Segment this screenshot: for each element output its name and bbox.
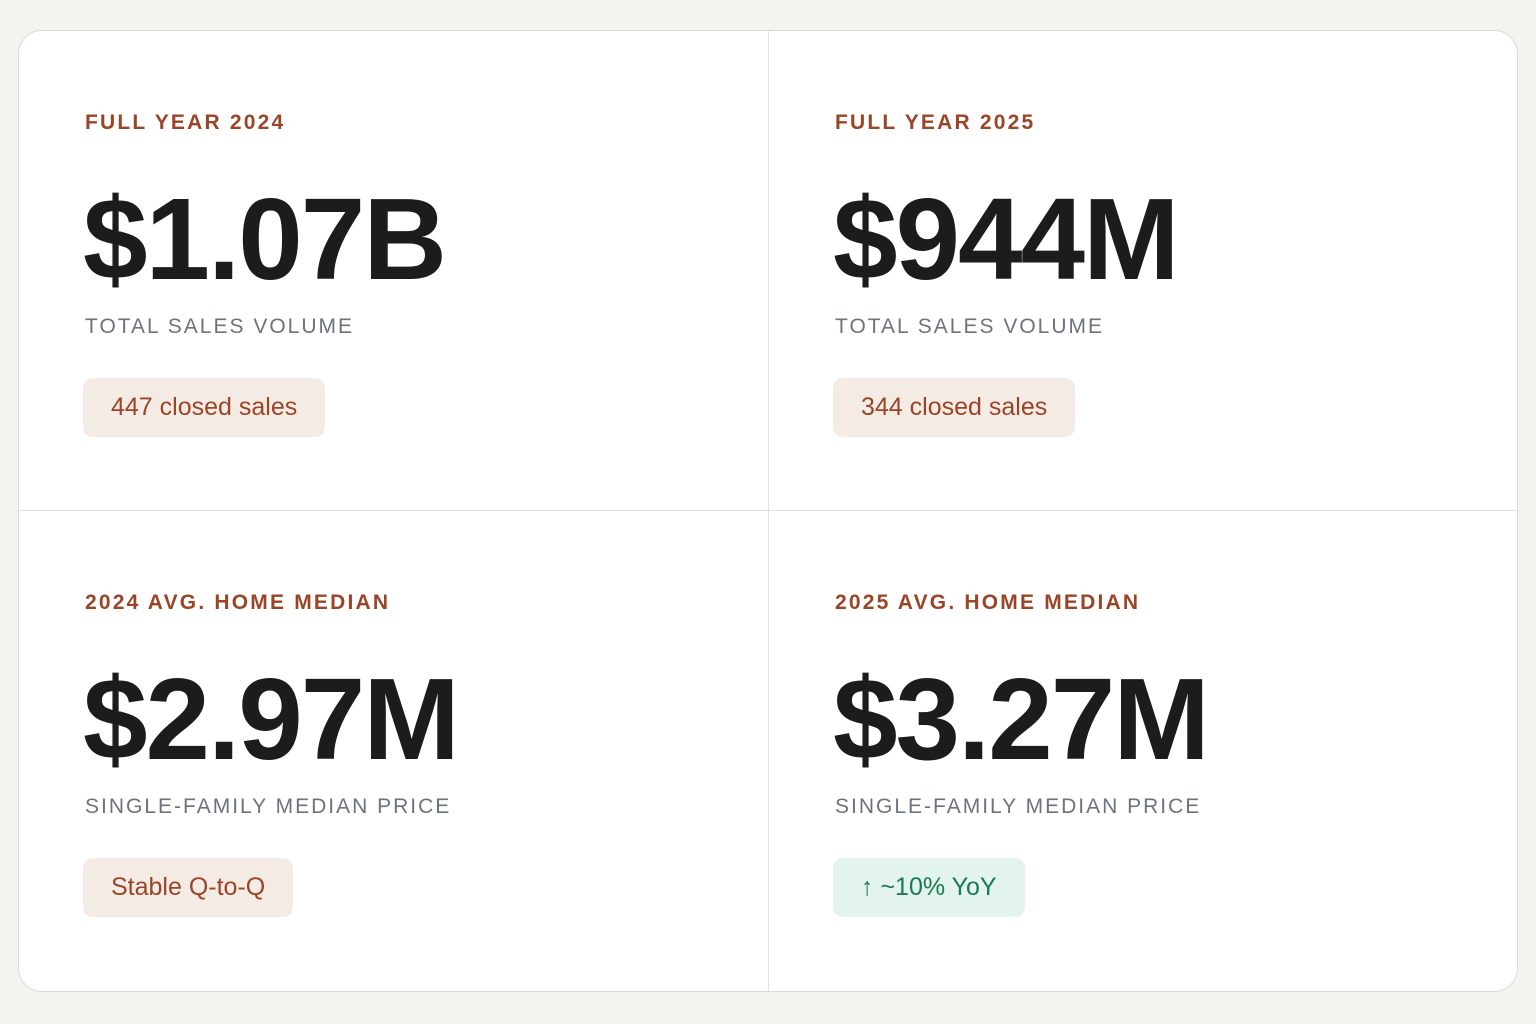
stat-value: $3.27M <box>833 654 1210 784</box>
stat-value: $2.97M <box>83 654 460 784</box>
stat-label: 2025 AVG. HOME MEDIAN <box>835 591 1141 614</box>
stat-badge: Stable Q-to-Q <box>83 858 294 917</box>
stat-caption: TOTAL SALES VOLUME <box>835 315 1105 338</box>
stat-cell: 2024 AVG. HOME MEDIAN $2.97M SINGLE-FAMI… <box>19 511 768 991</box>
stat-caption: TOTAL SALES VOLUME <box>85 315 355 338</box>
stat-badge: ↑ ~10% YoY <box>833 858 1025 917</box>
divider <box>19 510 1517 511</box>
stat-cell: FULL YEAR 2024 $1.07B TOTAL SALES VOLUME… <box>19 31 768 511</box>
stat-value: $944M <box>833 174 1180 304</box>
stat-badge: 447 closed sales <box>83 378 326 437</box>
stat-label: 2024 AVG. HOME MEDIAN <box>85 591 391 614</box>
stat-caption: SINGLE-FAMILY MEDIAN PRICE <box>85 795 452 818</box>
stat-badge: 344 closed sales <box>833 378 1076 437</box>
stat-caption: SINGLE-FAMILY MEDIAN PRICE <box>835 795 1202 818</box>
stat-value: $1.07B <box>83 174 447 304</box>
stat-label: FULL YEAR 2025 <box>835 111 1036 134</box>
stat-cell: 2025 AVG. HOME MEDIAN $3.27M SINGLE-FAMI… <box>769 511 1517 991</box>
stat-label: FULL YEAR 2024 <box>85 111 286 134</box>
stats-card: FULL YEAR 2024 $1.07B TOTAL SALES VOLUME… <box>18 30 1518 992</box>
stat-cell: FULL YEAR 2025 $944M TOTAL SALES VOLUME … <box>769 31 1517 511</box>
divider <box>768 31 769 991</box>
